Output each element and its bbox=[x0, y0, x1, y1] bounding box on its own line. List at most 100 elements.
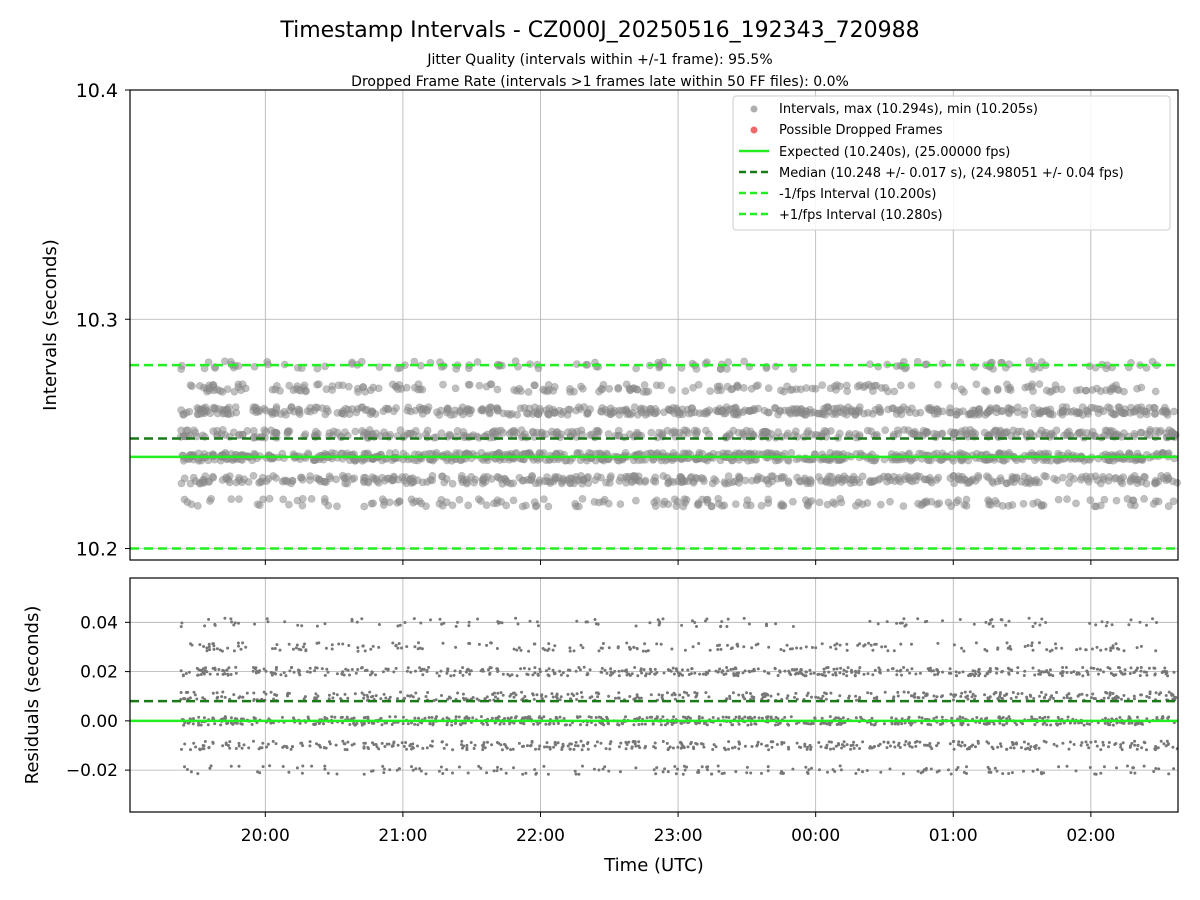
residual-point bbox=[514, 616, 518, 620]
interval-point bbox=[205, 497, 214, 505]
residual-point bbox=[1033, 723, 1037, 727]
interval-point bbox=[842, 381, 851, 390]
residual-point bbox=[940, 715, 944, 719]
residual-point bbox=[878, 742, 882, 746]
residual-point bbox=[1022, 740, 1026, 744]
residual-point bbox=[301, 764, 305, 768]
residual-point bbox=[1089, 666, 1093, 670]
residual-point bbox=[845, 642, 849, 646]
residual-point bbox=[1031, 666, 1035, 670]
interval-point bbox=[733, 383, 742, 392]
residual-point bbox=[1136, 666, 1139, 670]
residual-point bbox=[749, 771, 753, 775]
interval-point bbox=[265, 494, 274, 503]
residual-point bbox=[179, 669, 183, 673]
residual-point bbox=[330, 643, 334, 647]
residual-point bbox=[886, 740, 890, 744]
interval-point bbox=[393, 385, 402, 393]
residual-point bbox=[241, 695, 245, 699]
interval-point bbox=[605, 384, 614, 393]
residual-point bbox=[1114, 673, 1118, 677]
residual-point bbox=[271, 647, 274, 651]
residual-point bbox=[763, 669, 766, 673]
residual-point bbox=[182, 697, 185, 701]
residual-point bbox=[268, 764, 272, 768]
residual-point bbox=[883, 645, 887, 649]
interval-point bbox=[881, 426, 890, 435]
residual-point bbox=[961, 716, 965, 720]
residual-point bbox=[609, 670, 613, 674]
residual-point bbox=[643, 722, 647, 726]
residual-point bbox=[551, 668, 555, 672]
residual-point bbox=[878, 671, 882, 675]
interval-point bbox=[577, 382, 585, 391]
interval-point bbox=[324, 501, 333, 510]
residual-point bbox=[536, 673, 540, 677]
residual-point bbox=[909, 723, 913, 727]
legend-entry-minus-one-fps: -1/fps Interval (10.200s) bbox=[779, 187, 936, 202]
residual-point bbox=[1120, 697, 1123, 701]
residual-point bbox=[572, 747, 576, 751]
interval-point bbox=[437, 429, 446, 438]
interval-point bbox=[446, 411, 455, 419]
residual-point bbox=[515, 674, 519, 678]
residual-point bbox=[688, 716, 692, 720]
residual-point bbox=[673, 693, 677, 697]
residual-point bbox=[189, 642, 192, 646]
residual-point bbox=[574, 669, 578, 673]
residual-point bbox=[238, 695, 242, 699]
residual-point bbox=[804, 674, 808, 678]
interval-point bbox=[518, 502, 527, 511]
residual-point bbox=[693, 621, 697, 624]
residual-point bbox=[573, 744, 577, 748]
interval-point bbox=[640, 381, 649, 389]
residual-point bbox=[989, 770, 993, 774]
residual-point bbox=[500, 621, 504, 625]
residual-point bbox=[411, 695, 415, 699]
residual-point bbox=[301, 645, 305, 649]
residual-point bbox=[1044, 740, 1048, 744]
residual-point bbox=[834, 716, 838, 720]
interval-point bbox=[440, 478, 449, 487]
residual-point bbox=[1059, 722, 1062, 726]
interval-point bbox=[1099, 407, 1108, 416]
interval-point bbox=[365, 426, 374, 434]
interval-point bbox=[671, 428, 680, 437]
intervals-y-tick-label: 10.4 bbox=[76, 80, 118, 102]
residual-point bbox=[736, 644, 740, 648]
residual-point bbox=[666, 770, 670, 774]
residual-point bbox=[731, 667, 735, 671]
residual-point bbox=[749, 692, 752, 695]
residual-point bbox=[827, 740, 831, 744]
residual-point bbox=[597, 768, 601, 772]
residual-point bbox=[995, 671, 999, 675]
residual-point bbox=[417, 716, 421, 720]
residual-point bbox=[935, 715, 939, 719]
residual-point bbox=[1102, 743, 1105, 747]
residual-point bbox=[405, 747, 408, 751]
residual-point bbox=[642, 668, 646, 672]
residual-point bbox=[538, 667, 542, 671]
residual-point bbox=[633, 697, 637, 700]
residual-point bbox=[469, 741, 473, 744]
interval-point bbox=[864, 408, 872, 417]
interval-point bbox=[815, 498, 824, 507]
residual-point bbox=[1078, 647, 1082, 651]
residual-point bbox=[206, 723, 210, 727]
residual-point bbox=[568, 747, 572, 751]
residual-point bbox=[471, 716, 475, 720]
residual-point bbox=[1084, 740, 1088, 744]
residual-point bbox=[972, 622, 976, 626]
interval-point bbox=[465, 380, 474, 389]
residual-point bbox=[838, 671, 842, 675]
residual-point bbox=[532, 697, 536, 701]
interval-point bbox=[920, 475, 929, 484]
residual-point bbox=[400, 646, 403, 650]
residual-point bbox=[1154, 767, 1158, 770]
residual-point bbox=[213, 623, 217, 627]
residual-point bbox=[462, 744, 466, 748]
residual-point bbox=[221, 668, 225, 672]
residual-point bbox=[902, 666, 906, 669]
residual-point bbox=[408, 694, 412, 698]
residual-point bbox=[921, 696, 925, 700]
